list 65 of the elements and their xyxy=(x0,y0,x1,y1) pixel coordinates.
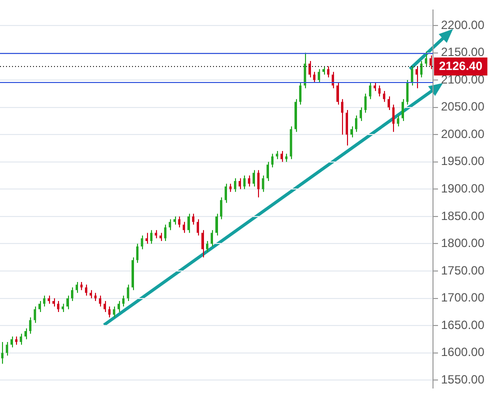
candlestick xyxy=(416,66,418,89)
candlestick xyxy=(10,336,13,348)
y-tick-label: 2200.00 xyxy=(441,18,485,32)
candlestick xyxy=(252,170,255,187)
candlestick xyxy=(146,232,148,244)
candlestick xyxy=(210,230,214,247)
y-tick-label: 1750.00 xyxy=(441,263,485,278)
candlestick xyxy=(164,224,166,242)
candlestick xyxy=(71,286,74,302)
y-tick-label: 2000.00 xyxy=(441,126,485,141)
candlestick xyxy=(224,183,227,204)
y-tick-label: 2100.00 xyxy=(441,72,485,86)
ref-line-label: 2126.40 xyxy=(439,58,483,73)
candlestick xyxy=(406,80,409,106)
candlestick xyxy=(57,300,60,312)
candlestick xyxy=(368,82,372,100)
candlestick xyxy=(248,175,250,187)
candlestick xyxy=(332,71,334,89)
y-tick-label: 1600.00 xyxy=(441,345,485,360)
candlestick xyxy=(257,170,260,198)
y-tick-label: 1650.00 xyxy=(441,318,485,332)
y-tick-label: 2050.00 xyxy=(441,100,485,114)
candlestick xyxy=(280,150,283,162)
y-tick-label: 1700.00 xyxy=(441,290,485,305)
candlestick xyxy=(355,115,358,132)
candlestick xyxy=(313,71,316,84)
candlestick xyxy=(98,295,102,307)
candlestick xyxy=(266,161,269,182)
candlestick xyxy=(182,221,186,234)
y-tick-label: 1950.00 xyxy=(441,154,485,168)
candlestick xyxy=(122,295,125,307)
candlestick xyxy=(308,60,311,78)
candlestick xyxy=(104,300,106,312)
candlestick xyxy=(118,300,120,312)
candlestick xyxy=(150,230,152,244)
candlestick xyxy=(29,316,32,334)
candlestick xyxy=(420,60,423,78)
candlestick xyxy=(271,153,274,168)
candlestick xyxy=(220,196,222,220)
candlestick xyxy=(136,243,139,264)
candlestick xyxy=(192,213,194,226)
y-tick-label: 1900.00 xyxy=(441,181,485,196)
y-tick-label: 1850.00 xyxy=(441,208,485,223)
candlestick xyxy=(388,96,390,111)
candlestick xyxy=(76,281,78,294)
candlestick xyxy=(84,284,88,296)
candlestick xyxy=(178,216,180,228)
candlestick xyxy=(430,54,432,70)
candlestick xyxy=(196,218,200,236)
candlestick xyxy=(382,90,386,102)
candlestick xyxy=(360,106,362,122)
candlestick xyxy=(402,98,404,122)
y-tick-label: 1800.00 xyxy=(441,236,485,250)
candlestick xyxy=(1,341,4,364)
candlestick xyxy=(346,110,348,146)
candlestick xyxy=(327,66,330,78)
candlestick xyxy=(341,98,344,136)
candlestick xyxy=(234,178,236,192)
candlestick xyxy=(206,240,208,252)
candlestick xyxy=(238,178,241,190)
candlestick xyxy=(43,295,46,307)
candlestick xyxy=(299,82,302,106)
y-tick-label: 2150.00 xyxy=(441,45,485,60)
candlestick xyxy=(24,328,27,340)
y-tick-label: 1550.00 xyxy=(441,372,485,386)
